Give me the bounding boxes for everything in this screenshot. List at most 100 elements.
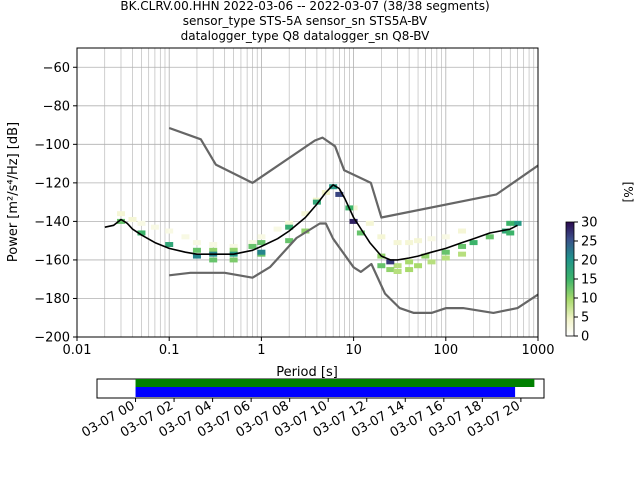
title-line: BK.CLRV.00.HHN 2022-03-06 -- 2022-03-07 … bbox=[120, 0, 489, 13]
density-cell bbox=[165, 228, 174, 234]
density-cell bbox=[285, 224, 294, 230]
density-cell bbox=[414, 238, 423, 244]
density-cell bbox=[441, 255, 450, 261]
density-cell bbox=[393, 240, 402, 246]
mode-line bbox=[104, 184, 518, 261]
density-cell bbox=[458, 251, 467, 257]
colorbar-tick-label: 5 bbox=[581, 311, 589, 326]
density-cell bbox=[192, 247, 201, 253]
density-cell bbox=[441, 249, 450, 255]
x-axis-label: Period [s] bbox=[276, 365, 338, 380]
noise-model-high-line bbox=[168, 126, 538, 219]
density-cell bbox=[248, 243, 257, 249]
density-cell bbox=[192, 253, 201, 259]
y-tick-label: −60 bbox=[43, 61, 70, 76]
x-tick-label: 0.1 bbox=[159, 343, 180, 358]
noise-model-low-line bbox=[169, 222, 538, 314]
density-cell bbox=[116, 211, 125, 217]
density-cell bbox=[257, 234, 266, 240]
density-cell bbox=[386, 267, 395, 273]
density-cell bbox=[257, 249, 266, 255]
colorbar-label: [%] bbox=[621, 182, 635, 203]
density-cell bbox=[458, 228, 467, 234]
density-cell bbox=[285, 220, 294, 226]
density-cell bbox=[209, 242, 218, 248]
colorbar-tick-label: 15 bbox=[581, 273, 598, 288]
density-cell bbox=[513, 220, 522, 226]
colorbar: 0 5 10 15 20 25 30 [%] bbox=[565, 182, 635, 345]
y-axis-label: Power [m²/s⁴/Hz] [dB] bbox=[6, 122, 21, 262]
density-cell bbox=[393, 268, 402, 274]
density-cell bbox=[349, 205, 358, 211]
y-tick-label: −120 bbox=[34, 176, 70, 191]
density-cell bbox=[229, 243, 238, 249]
density-cell bbox=[356, 230, 365, 236]
density-cell bbox=[427, 236, 436, 242]
y-tick-label: −100 bbox=[34, 138, 70, 153]
density-cell bbox=[377, 263, 386, 269]
density-cell bbox=[273, 226, 282, 232]
density-cell bbox=[414, 263, 423, 269]
density-cell bbox=[386, 259, 395, 265]
coverage-bar bbox=[135, 379, 535, 387]
series-lines bbox=[104, 126, 538, 314]
density-cell bbox=[335, 191, 344, 197]
colorbar-gradient bbox=[565, 221, 575, 337]
colorbar-tick-label: 0 bbox=[581, 330, 589, 345]
colorbar-tick-label: 20 bbox=[581, 254, 598, 269]
x-tick-label: 100 bbox=[433, 343, 458, 358]
plot-area bbox=[77, 48, 538, 337]
plot-frame bbox=[76, 47, 539, 338]
density-cell bbox=[377, 234, 386, 240]
density-cell bbox=[301, 211, 310, 217]
density-cell bbox=[485, 234, 494, 240]
density-cell bbox=[329, 184, 338, 190]
main-plot: 0.01 0.1 1 10 100 1000 −200 −180 −160 −140 −120 −1… bbox=[6, 47, 555, 380]
density-cell bbox=[506, 220, 515, 226]
density-cell bbox=[165, 242, 174, 248]
density-cell bbox=[312, 199, 321, 205]
density-cell bbox=[229, 257, 238, 263]
y-tick-label: −80 bbox=[43, 99, 70, 114]
title-line: sensor_type STS-5A sensor_sn STS5A-BV bbox=[183, 14, 428, 28]
colorbar-tick-label: 25 bbox=[581, 235, 598, 250]
density-cell bbox=[192, 240, 201, 246]
x-tick-label: 1000 bbox=[521, 343, 554, 358]
density-cell bbox=[209, 257, 218, 263]
colorbar-tick-label: 10 bbox=[581, 292, 598, 307]
y-ticks: −200 −180 −160 −140 −120 −100 −80 −60 bbox=[34, 61, 77, 346]
density-cell bbox=[248, 240, 257, 246]
density-cell bbox=[506, 230, 515, 236]
y-tick-label: −180 bbox=[34, 292, 70, 307]
timeline-bars bbox=[135, 379, 535, 397]
data-bar bbox=[135, 387, 516, 397]
density-cell bbox=[405, 259, 414, 265]
x-tick-label: 1 bbox=[257, 343, 265, 358]
density-cell bbox=[405, 240, 414, 246]
density-cell bbox=[181, 234, 190, 240]
density-cell bbox=[301, 228, 310, 234]
density-cell bbox=[458, 243, 467, 249]
density-cell bbox=[427, 259, 436, 265]
density-cells bbox=[116, 184, 522, 274]
colorbar-ticks: 0 5 10 15 20 25 30 bbox=[574, 216, 598, 345]
density-cell bbox=[257, 240, 266, 246]
density-cell bbox=[150, 224, 159, 230]
density-cell bbox=[116, 218, 125, 224]
x-tick-label: 0.01 bbox=[63, 343, 92, 358]
density-cell bbox=[441, 234, 450, 240]
y-tick-label: −160 bbox=[34, 253, 70, 268]
density-cell bbox=[405, 267, 414, 273]
density-cell bbox=[393, 263, 402, 269]
density-cell bbox=[502, 228, 511, 234]
x-ticks: 0.01 0.1 1 10 100 1000 bbox=[63, 337, 555, 358]
density-cell bbox=[128, 216, 137, 222]
title-line: datalogger_type Q8 datalogger_sn Q8-BV bbox=[181, 29, 431, 43]
figure-title: BK.CLRV.00.HHN 2022-03-06 -- 2022-03-07 … bbox=[120, 0, 489, 43]
density-cell bbox=[209, 247, 218, 253]
colorbar-tick-label: 30 bbox=[581, 216, 598, 231]
x-tick-label: 10 bbox=[345, 343, 362, 358]
